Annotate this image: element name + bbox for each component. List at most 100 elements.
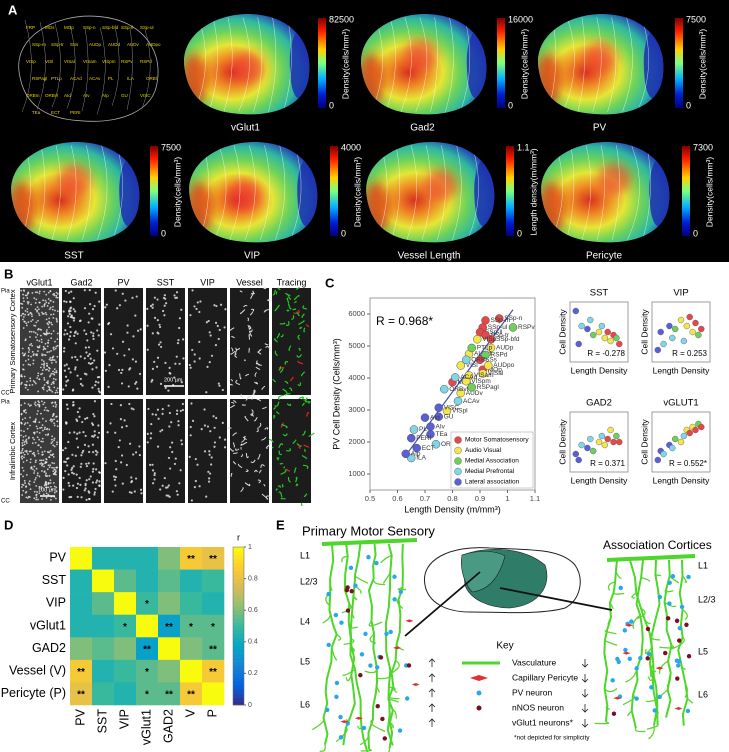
region-boundary [406, 145, 418, 240]
atlas-label: AIv [83, 93, 90, 98]
cell [41, 424, 44, 427]
vessel [284, 392, 291, 396]
cell [47, 298, 50, 300]
point-label: VISp [482, 336, 496, 343]
cell [146, 441, 149, 444]
cell [55, 389, 58, 392]
vessel [292, 439, 297, 444]
point [584, 444, 591, 452]
colorbar-frame [232, 546, 245, 706]
pv-neuron [366, 554, 371, 560]
up-arrow [428, 703, 436, 712]
cell [153, 296, 156, 299]
legend-swatch [454, 446, 462, 455]
cell [47, 369, 50, 372]
cell [213, 426, 216, 429]
point [680, 432, 688, 440]
cell [126, 324, 129, 327]
cell [53, 294, 56, 297]
legend-label: Lateral association [465, 479, 520, 486]
cell [53, 468, 56, 471]
cell [42, 440, 44, 443]
cell [53, 473, 55, 475]
cell [37, 350, 39, 352]
atlas-label: VISl [45, 59, 53, 64]
colorbar-tick-label: 0.6 [248, 607, 258, 614]
cell [217, 382, 220, 385]
cell [177, 424, 180, 427]
cell [90, 331, 93, 334]
cell [40, 426, 43, 429]
cell [114, 459, 117, 463]
x-tick-label: 0.5 [365, 494, 375, 503]
capillary [644, 647, 653, 654]
cell [56, 296, 59, 299]
point [578, 441, 585, 449]
cell [21, 347, 24, 350]
micrograph [268, 394, 315, 507]
cell [96, 329, 99, 332]
cell [174, 362, 177, 365]
cell [75, 486, 79, 490]
cell [55, 345, 58, 348]
cell [26, 310, 29, 313]
colorbar-step [233, 657, 244, 662]
capillary [687, 698, 694, 704]
cell [20, 302, 22, 305]
pia-label: Pia [1, 289, 10, 295]
penetrating-vessel [677, 559, 689, 726]
point-label: SSp-tr [491, 332, 510, 339]
region-boundary [430, 17, 438, 112]
vessel [254, 372, 257, 377]
vessel [237, 463, 243, 469]
colorbar-step [233, 547, 244, 552]
cell [76, 446, 80, 449]
vascular-network [311, 538, 420, 752]
cell [79, 377, 82, 381]
cell [41, 451, 44, 453]
cell [53, 418, 55, 421]
cell [138, 372, 142, 376]
right-title: Association Cortices [603, 538, 712, 552]
cell [37, 452, 40, 455]
cell [46, 390, 49, 392]
cell [156, 298, 159, 301]
cell [210, 463, 213, 466]
cell [93, 434, 96, 437]
nnos-neuron [382, 736, 387, 741]
cell [36, 413, 39, 415]
cell [31, 383, 34, 386]
point [442, 406, 452, 416]
capillary [636, 607, 646, 620]
cell [20, 429, 23, 432]
pv-neuron [616, 659, 621, 665]
point [598, 432, 606, 440]
cell [156, 408, 160, 411]
cell [52, 405, 55, 408]
point [584, 325, 591, 333]
point [692, 319, 699, 327]
cell [34, 420, 37, 423]
cell [215, 416, 218, 420]
cell [29, 312, 32, 314]
cell [52, 456, 55, 458]
vessel [273, 338, 278, 343]
scale-bar-label: 200 µm [164, 377, 183, 383]
penetrating-vessel [384, 543, 394, 749]
cell [83, 372, 87, 375]
map-label: Pericyte [586, 251, 623, 262]
cell [92, 413, 95, 416]
vascular-network [594, 554, 696, 740]
heat-cell [136, 592, 159, 616]
image-background [146, 399, 185, 503]
heat-cell [92, 637, 115, 661]
cell [37, 308, 40, 311]
cell [151, 303, 154, 306]
pv-neuron [677, 626, 683, 631]
cell [54, 402, 57, 404]
cell [223, 438, 227, 441]
cell [206, 365, 209, 368]
capillary [397, 586, 407, 591]
atlas-label: ACAv [89, 76, 101, 81]
colorbar [150, 146, 158, 236]
